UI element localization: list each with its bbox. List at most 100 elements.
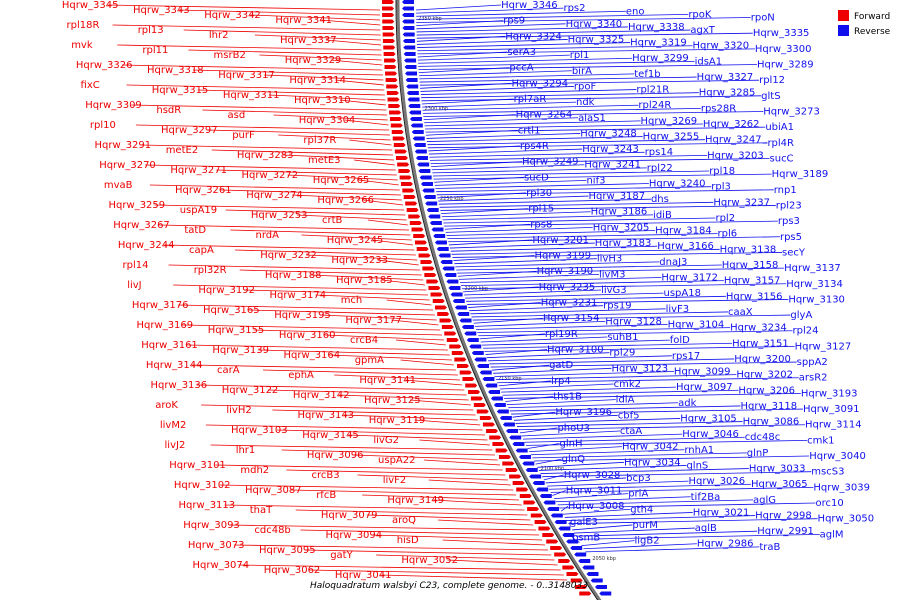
reverse-gene-label: rps17: [672, 351, 700, 362]
reverse-leader-line: [421, 98, 514, 105]
forward-gene-label: Hqrw_3311: [223, 90, 280, 101]
reverse-leader-line: [437, 192, 527, 199]
reverse-gene-glyph: [566, 539, 579, 544]
reverse-gene-glyph: [543, 500, 556, 505]
forward-leader-line: [197, 89, 385, 96]
forward-gene-label: livJ: [127, 280, 141, 291]
forward-gene-label: Hqrw_3169: [137, 320, 194, 331]
reverse-leader-line: [486, 352, 610, 359]
reverse-gene-label: Hqrw_3046: [682, 429, 739, 440]
forward-gene-glyph: [486, 429, 499, 433]
reverse-gene-glyph: [412, 136, 425, 141]
reverse-gene-glyph: [539, 494, 552, 498]
forward-leader-line: [405, 379, 463, 386]
reverse-gene-label: Hqrw_3028: [564, 470, 621, 481]
reverse-leader-line: [522, 433, 683, 440]
reverse-gene-label: sucC: [770, 153, 794, 164]
reverse-gene-label: Hqrw_3294: [512, 78, 569, 89]
reverse-leader-line: [581, 540, 635, 547]
reverse-gene-label: Hqrw_3065: [751, 479, 808, 490]
reverse-gene-glyph: [411, 130, 424, 134]
reverse-gene-label: Hqrw_3285: [699, 88, 756, 99]
reverse-leader-line: [494, 371, 674, 377]
reverse-gene-glyph: [488, 390, 501, 394]
forward-gene-glyph: [426, 279, 439, 284]
reverse-leader-line: [513, 414, 618, 421]
forward-gene-label: aroK: [155, 400, 178, 411]
forward-gene-label: livH2: [226, 405, 251, 416]
forward-leader-line: [305, 549, 552, 556]
forward-leader-line: [343, 414, 478, 421]
forward-gene-label: Hqrw_3326: [76, 60, 133, 71]
reverse-gene-label: idsA1: [695, 56, 723, 67]
reverse-leader-line: [420, 89, 637, 95]
forward-leader-line: [363, 199, 404, 206]
reverse-gene-glyph: [482, 377, 495, 381]
reverse-gene-glyph: [558, 526, 571, 531]
forward-gene-glyph: [413, 234, 426, 238]
forward-gene-label: capA: [189, 245, 214, 256]
reverse-gene-glyph: [431, 227, 444, 232]
reverse-gene-glyph: [444, 273, 457, 277]
forward-leader-line: [191, 364, 456, 371]
forward-gene-label: gpmA: [355, 355, 384, 366]
forward-gene-glyph: [498, 455, 511, 459]
forward-leader-line: [131, 104, 387, 111]
forward-gene-glyph: [454, 357, 467, 362]
forward-gene-label: Hqrw_3073: [188, 540, 245, 551]
reverse-gene-glyph: [420, 182, 433, 186]
forward-gene-label: Hqrw_3144: [146, 360, 203, 371]
reverse-gene-glyph: [582, 565, 595, 570]
reverse-gene-label: Hqrw_3118: [741, 401, 798, 412]
reverse-gene-label: rps3: [778, 216, 800, 227]
forward-gene-label: Hqrw_3195: [274, 310, 331, 321]
reverse-gene-label: dnaJ3: [659, 257, 687, 268]
reverse-gene-label: Hqrw_3042: [622, 442, 679, 453]
reverse-gene-glyph: [402, 13, 415, 17]
reverse-gene-label: rpl2: [715, 213, 735, 224]
reverse-leader-line: [543, 474, 564, 481]
reverse-leader-line: [548, 483, 751, 490]
reverse-gene-label: Hqrw_3320: [692, 41, 749, 52]
forward-gene-label: Hqrw_3259: [109, 200, 166, 211]
forward-leader-line: [107, 4, 381, 11]
forward-gene-label: Hqrw_3160: [279, 330, 336, 341]
reverse-gene-label: Hqrw_3172: [661, 273, 718, 284]
reverse-gene-label: cmk1: [807, 435, 834, 446]
forward-gene-label: metE3: [308, 155, 341, 166]
forward-gene-glyph: [502, 461, 515, 466]
reverse-gene-glyph: [532, 481, 545, 485]
forward-leader-line: [410, 399, 471, 406]
forward-leader-line: [301, 234, 412, 241]
reverse-gene-label: Hqrw_3202: [736, 370, 793, 381]
forward-gene-label: Hqrw_3337: [280, 35, 337, 46]
reverse-gene-label: Hqrw_3186: [591, 207, 648, 218]
forward-gene-glyph: [418, 253, 431, 258]
reverse-leader-line: [469, 305, 604, 312]
reverse-gene-glyph: [405, 78, 418, 82]
forward-leader-line: [395, 339, 446, 346]
forward-gene-glyph: [382, 0, 395, 4]
forward-leader-line: [376, 554, 555, 561]
forward-gene-label: crcB4: [350, 335, 378, 346]
reverse-gene-label: Hqrw_3237: [713, 197, 770, 208]
reverse-leader-line: [538, 465, 687, 471]
forward-leader-line: [267, 389, 467, 396]
reverse-gene-glyph: [402, 32, 415, 37]
reverse-gene-label: priA: [628, 489, 648, 500]
reverse-gene-label: Hqrw_3151: [732, 338, 789, 349]
forward-gene-glyph: [406, 208, 419, 212]
forward-gene-glyph: [400, 182, 413, 186]
reverse-gene-glyph: [547, 507, 560, 511]
reverse-gene-label: aglG: [753, 495, 776, 506]
reverse-leader-line: [416, 20, 504, 27]
forward-leader-line: [239, 269, 422, 276]
reverse-leader-line: [508, 402, 679, 409]
scale-tick-label: 2250 kbp: [440, 196, 464, 202]
forward-gene-glyph: [516, 487, 529, 492]
forward-gene-glyph: [446, 338, 459, 342]
forward-leader-line: [400, 359, 454, 366]
forward-gene-glyph: [382, 26, 395, 30]
forward-gene-label: msrB2: [214, 50, 246, 61]
